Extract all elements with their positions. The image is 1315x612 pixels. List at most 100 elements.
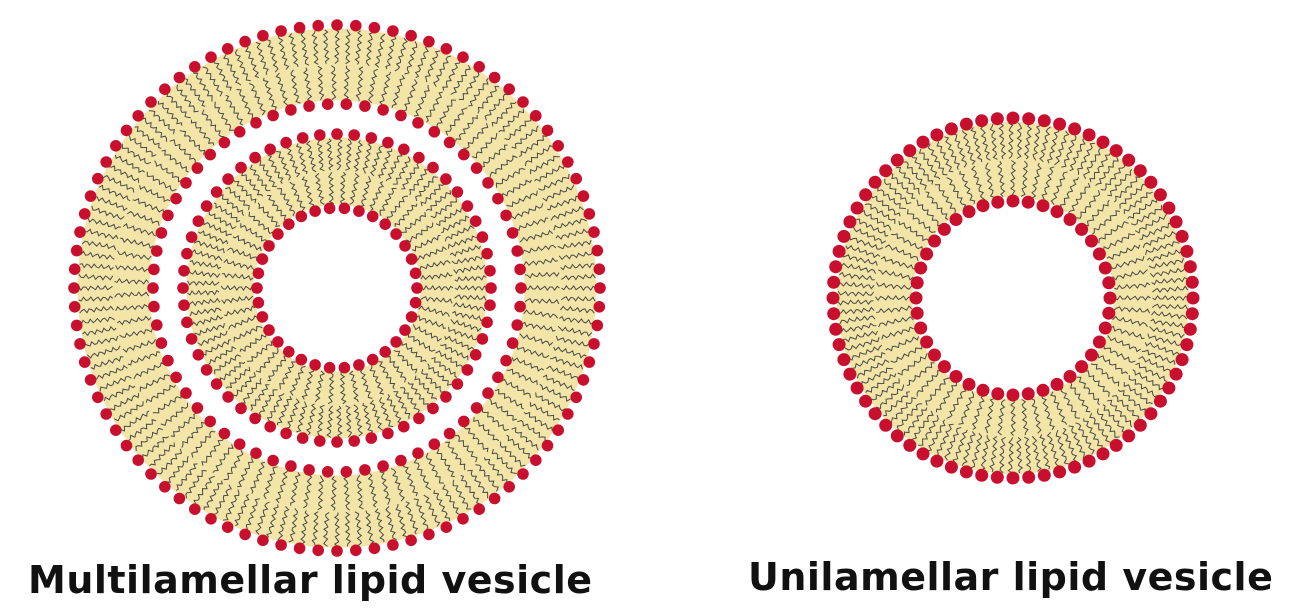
lipid-head (879, 418, 893, 432)
lipid-head (155, 337, 168, 349)
lipid-head (517, 468, 529, 480)
lipid-head (1037, 468, 1051, 482)
lipid-head (350, 19, 362, 32)
lipid-head (990, 112, 1004, 126)
lipid-head (1109, 438, 1123, 452)
single-bilayer-outer-heads (826, 111, 1200, 485)
lipid-head (577, 190, 590, 202)
lipid-head (70, 244, 83, 257)
lipid-head (411, 282, 423, 294)
lipid-head (920, 247, 934, 261)
lipid-head (976, 383, 990, 397)
lipid-head (593, 263, 606, 276)
lipid-head (70, 319, 83, 332)
lipid-head (200, 200, 213, 212)
lipid-head (503, 481, 515, 493)
lipid-head (837, 353, 851, 367)
lipid-head (210, 186, 223, 198)
lipid-head (949, 213, 963, 226)
lipid-head (920, 335, 934, 349)
lipid-head (1098, 321, 1112, 335)
lipid-head (440, 43, 453, 55)
lipid-head (473, 503, 486, 515)
lipid-head (1183, 260, 1197, 274)
lipid-head (405, 534, 417, 547)
lipid-head (937, 222, 951, 236)
lipid-head (1050, 205, 1064, 219)
lipid-head (511, 245, 523, 257)
lipid-head (570, 391, 582, 404)
lipid-head (975, 468, 989, 482)
lipid-head (413, 412, 425, 425)
lipid-head (205, 51, 217, 63)
lipid-head (594, 282, 606, 294)
lipid-head (191, 402, 204, 414)
lipid-head (257, 534, 269, 547)
lipid-head (1175, 353, 1189, 367)
lipid-head (390, 228, 402, 240)
lipid-head (1144, 175, 1158, 189)
lipid-head (1063, 370, 1077, 383)
lipid-head (593, 301, 606, 313)
lipid-head (890, 429, 904, 443)
lipid-head (1053, 117, 1067, 131)
lipid-head (903, 144, 917, 158)
lipid-head (868, 407, 882, 421)
lipid-head (200, 364, 213, 376)
lipid-head (1006, 471, 1020, 485)
lipid-head (1153, 188, 1167, 202)
outer-bilayer-outer-tails (78, 29, 596, 547)
lipid-head (338, 202, 351, 215)
lipid-head (191, 162, 204, 174)
lipid-head (204, 148, 216, 161)
lipid-head (1185, 275, 1199, 289)
lipid-head (488, 492, 501, 505)
lipid-head (1185, 307, 1199, 321)
lipid-head (1122, 429, 1136, 443)
lipid-head (185, 333, 198, 345)
lipid-head (591, 244, 604, 257)
lipid-head (829, 322, 843, 336)
lipid-head (928, 234, 941, 248)
lipid-head (469, 349, 482, 361)
lipid-head (399, 324, 411, 336)
lipid-head (409, 296, 422, 309)
lipid-head (837, 229, 851, 243)
lipid-head (991, 195, 1005, 209)
lipid-head (412, 117, 424, 129)
lipid-head (155, 227, 168, 239)
lipid-head (162, 354, 174, 367)
lipid-head (267, 109, 279, 122)
lipid-head (541, 439, 554, 452)
lipid-head (1036, 199, 1050, 213)
lipid-head (395, 454, 407, 467)
lipid-head (1122, 153, 1136, 167)
lipid-head (443, 136, 456, 149)
lipid-head (1096, 135, 1110, 149)
lipid-head (382, 136, 394, 149)
lipid-head (181, 316, 193, 329)
lipid-head (859, 394, 873, 408)
lipid-head (476, 333, 489, 345)
lipid-head (843, 215, 857, 229)
lipid-head (365, 432, 378, 444)
lipid-head (959, 465, 973, 479)
inner-bilayer (177, 128, 497, 448)
single-bilayer-inner-heads (909, 194, 1117, 402)
lipid-head (263, 240, 275, 252)
lipid-head (461, 364, 474, 376)
lipid-head (377, 460, 389, 472)
lipid-tail-lines (837, 122, 1189, 474)
lipid-head (239, 35, 251, 48)
lipid-head (514, 300, 526, 313)
lipid-head (944, 122, 958, 136)
lipid-head (413, 151, 425, 164)
lipid-head (910, 276, 924, 290)
lipid-head (868, 175, 882, 189)
lipid-head (233, 126, 246, 138)
lipid-head (514, 263, 526, 276)
lipid-head (476, 231, 489, 243)
lipid-head (1098, 261, 1112, 275)
lipid-head (470, 402, 483, 414)
lipid-head (827, 275, 841, 289)
